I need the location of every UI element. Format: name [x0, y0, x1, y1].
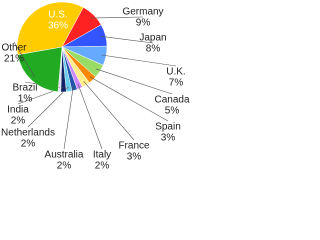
slice-label: U.K. [166, 67, 185, 78]
slice-value: 1% [18, 94, 33, 105]
leader-line [95, 68, 173, 95]
slice-value: 8% [146, 44, 161, 55]
leader-line [63, 85, 74, 150]
slice-value: 5% [165, 106, 180, 117]
leader-line [13, 41, 35, 77]
pie-slice [16, 1, 84, 56]
leader-line [83, 81, 135, 141]
slice-label: Other [1, 43, 27, 54]
leader-line [27, 86, 69, 128]
leader-line [101, 35, 154, 44]
slice-value: 9% [136, 18, 151, 29]
slice-value: 3% [127, 152, 142, 163]
slice-value: 3% [161, 133, 176, 144]
slice-label: Japan [139, 33, 166, 44]
leader-line [101, 54, 177, 67]
slice-label: Italy [93, 150, 111, 161]
slice-label: India [7, 105, 29, 116]
slice-label: Australia [45, 150, 84, 161]
slice-value: 7% [169, 78, 184, 89]
slice-value: 36% [48, 21, 68, 32]
slice-value: 21% [4, 54, 24, 65]
slice-label: Netherlands [1, 128, 55, 139]
slice-value: 2% [95, 161, 110, 171]
leader-line [77, 84, 103, 150]
leader-line [90, 16, 144, 19]
slice-label: France [118, 141, 150, 152]
slice-label: Brazil [12, 83, 37, 94]
slice-value: 2% [57, 161, 72, 171]
slice-label: Canada [154, 95, 189, 106]
slice-label: Spain [155, 122, 181, 133]
pie-slice [17, 46, 63, 93]
slice-label: Germany [122, 7, 163, 18]
leader-line [89, 76, 169, 122]
slice-label: U.S. [48, 10, 67, 21]
slice-value: 2% [11, 116, 26, 127]
slice-value: 2% [21, 139, 36, 150]
